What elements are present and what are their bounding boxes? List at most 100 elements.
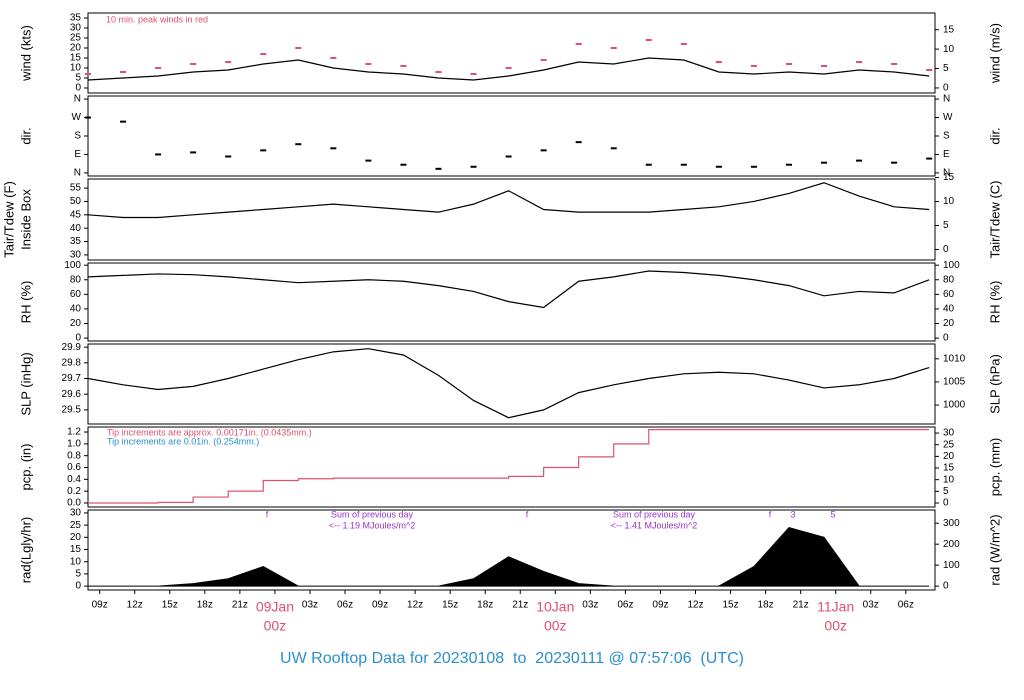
- y-tick-label: 35: [70, 13, 82, 24]
- day-label: 09Jan: [256, 599, 294, 615]
- data-dash: [645, 39, 652, 41]
- y-tick-label: 25: [70, 33, 82, 44]
- y-tick-label: E: [74, 149, 81, 160]
- x-tick-label: 03z: [863, 600, 879, 611]
- data-dash: [225, 155, 232, 158]
- panel-frame: [87, 95, 936, 177]
- data-dash: [785, 63, 792, 65]
- x-tick-label: 21z: [232, 600, 248, 611]
- y2-tick-label: 1010: [943, 353, 966, 364]
- data-dash: [821, 161, 828, 164]
- data-dash: [260, 149, 267, 152]
- y2-tick-label: 5: [943, 486, 949, 497]
- y-tick-label: 15: [70, 544, 82, 555]
- y2-tick-label: 0: [943, 244, 949, 255]
- data-dash: [540, 149, 547, 152]
- y2-tick-label: 1005: [943, 377, 966, 388]
- series-line: [88, 429, 930, 504]
- y2-tick-label: 20: [943, 451, 955, 462]
- data-dash: [540, 59, 547, 61]
- x-tick-label: 18z: [197, 600, 213, 611]
- rad-note: Sum of previous day: [613, 509, 696, 519]
- y2-tick-label: S: [943, 131, 950, 142]
- data-dash: [821, 65, 828, 67]
- data-dash: [400, 65, 407, 67]
- y-tick-label: 0: [75, 581, 81, 592]
- data-dash: [715, 165, 722, 168]
- x-tick-label: 12z: [127, 600, 143, 611]
- y2-tick-label: 20: [943, 318, 955, 329]
- y-tick-label: 10: [70, 556, 82, 567]
- data-dash: [680, 43, 687, 45]
- y-tick-label: N: [74, 168, 81, 179]
- x-tick-label: 03z: [582, 600, 598, 611]
- data-dash: [785, 163, 792, 166]
- panel-frame: [87, 12, 936, 94]
- x-tick-label: 18z: [477, 600, 493, 611]
- data-dash: [575, 141, 582, 144]
- data-dash: [365, 63, 372, 65]
- x-tick-label: 18z: [758, 600, 774, 611]
- data-dash: [680, 163, 687, 166]
- y-tick-label: 30: [70, 23, 82, 34]
- data-dash: [926, 69, 933, 71]
- y-tick-label: 0: [75, 333, 81, 344]
- y-tick-label: 15: [70, 53, 82, 64]
- tip-note: Tip increments are approx. 0.00171in. (0…: [107, 427, 312, 437]
- y-tick-label: 29.7: [62, 373, 82, 384]
- y2-tick-label: 5: [943, 220, 949, 231]
- y2-tick-label: W: [943, 112, 953, 123]
- panel-frame: [87, 262, 936, 342]
- y-axis-label: pcp. (in): [18, 444, 33, 491]
- y2-tick-label: 0: [943, 581, 949, 592]
- rad-note: Sum of previous day: [331, 509, 414, 519]
- data-dash: [295, 143, 302, 146]
- y-tick-label: 0.8: [67, 450, 81, 461]
- x-tick-label: 21z: [512, 600, 528, 611]
- data-dash: [505, 67, 512, 69]
- data-dash: [365, 159, 372, 162]
- y-axis-label: SLP (inHg): [18, 352, 33, 415]
- y-tick-label: 50: [70, 196, 82, 207]
- y2-tick-label: 0: [943, 83, 949, 94]
- data-dash: [750, 165, 757, 168]
- day-sublabel: 00z: [824, 618, 847, 634]
- y-tick-label: N: [74, 94, 81, 105]
- data-dash: [155, 153, 162, 156]
- data-dash: [330, 147, 337, 150]
- y-tick-label: 29.9: [62, 342, 82, 353]
- data-dash: [856, 61, 863, 63]
- y2-axis-label: wind (m/s): [987, 23, 1002, 84]
- data-dash: [225, 61, 232, 63]
- y-axis-label: Inside Box: [18, 189, 33, 250]
- y2-tick-label: 15: [943, 463, 955, 474]
- y2-tick-label: 0: [943, 333, 949, 344]
- annotation: 10 min. peak winds in red: [106, 14, 208, 24]
- y-tick-label: 20: [70, 43, 82, 54]
- y-tick-label: 60: [70, 289, 82, 300]
- y-tick-label: 55: [70, 183, 82, 194]
- data-dash: [295, 47, 302, 49]
- y-tick-label: 29.8: [62, 357, 82, 368]
- area: [88, 526, 930, 587]
- y-axis-label: RH (%): [18, 281, 33, 324]
- data-dash: [435, 167, 442, 170]
- y2-tick-label: 10: [943, 474, 955, 485]
- y2-axis-label: dir.: [987, 127, 1002, 144]
- footer-title: UW Rooftop Data for 20230108 to 20230111…: [280, 650, 744, 667]
- rad-note: 5: [830, 509, 835, 519]
- data-dash: [856, 159, 863, 162]
- data-dash: [645, 163, 652, 166]
- data-dash: [330, 57, 337, 59]
- y-tick-label: 20: [70, 318, 82, 329]
- y-axis-label: Tair/Tdew (F): [1, 181, 16, 258]
- y-tick-label: 29.5: [62, 405, 82, 416]
- panel-frame: [87, 426, 936, 508]
- y-tick-label: 30: [70, 250, 82, 261]
- data-dash: [470, 73, 477, 75]
- series-line: [87, 182, 930, 219]
- panel-frame: [87, 343, 936, 425]
- y-tick-label: 20: [70, 532, 82, 543]
- tip-note: Tip increments are 0.01in. (0.254mm.): [107, 436, 259, 446]
- data-dash: [470, 165, 477, 168]
